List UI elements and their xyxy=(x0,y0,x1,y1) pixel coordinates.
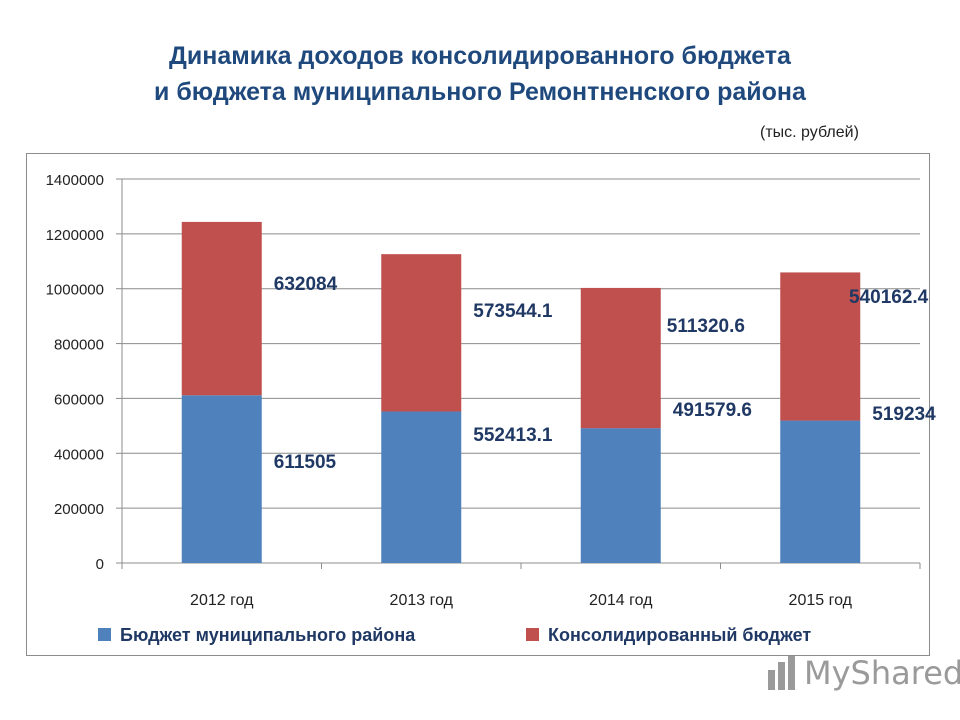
chart-frame xyxy=(26,153,930,656)
legend-swatch-consolidated xyxy=(526,628,539,641)
bar-municipal-1 xyxy=(381,411,462,563)
bar-consolidated-2 xyxy=(580,287,661,429)
data-label-consolidated-2: 511320.6 xyxy=(667,316,745,337)
data-label-municipal-3: 519234 xyxy=(872,404,936,425)
y-tick-label: 800000 xyxy=(54,337,104,354)
bar-municipal-2 xyxy=(580,428,661,563)
bar-consolidated-1 xyxy=(381,254,462,412)
data-label-municipal-2: 491579.6 xyxy=(673,400,752,421)
legend-label-municipal: Бюджет муниципального района xyxy=(120,625,416,645)
bar-consolidated-3 xyxy=(780,272,861,421)
legend-label-consolidated: Консолидированный бюджет xyxy=(548,625,811,645)
y-tick-label: 400000 xyxy=(54,446,104,463)
bar-municipal-0 xyxy=(181,395,262,563)
data-label-consolidated-1: 573544.1 xyxy=(473,301,553,322)
data-label-consolidated-3: 540162.4 xyxy=(849,287,929,308)
bar-municipal-3 xyxy=(780,420,861,563)
x-tick-label: 2015 год xyxy=(789,592,853,609)
watermark: MyShared xyxy=(768,654,960,692)
y-tick-label: 1400000 xyxy=(46,172,104,189)
title-line-2: и бюджета муниципального Ремонтненского … xyxy=(154,78,806,106)
bar-consolidated-0 xyxy=(181,221,262,396)
y-tick-label: 1000000 xyxy=(46,282,104,299)
units-label: (тыс. рублей) xyxy=(760,124,859,141)
data-label-municipal-0: 611505 xyxy=(274,452,337,473)
y-tick-label: 600000 xyxy=(54,391,104,408)
y-tick-label: 200000 xyxy=(54,501,104,518)
watermark-text: MyShared xyxy=(804,654,960,692)
title-line-1: Динамика доходов консолидированного бюдж… xyxy=(169,42,791,70)
x-tick-label: 2013 год xyxy=(390,592,454,609)
data-label-municipal-1: 552413.1 xyxy=(473,425,553,446)
x-tick-label: 2012 год xyxy=(190,592,254,609)
y-tick-label: 1200000 xyxy=(46,227,104,244)
y-tick-label: 0 xyxy=(96,556,104,573)
x-tick-label: 2014 год xyxy=(589,592,653,609)
watermark-chart-icon xyxy=(768,656,798,690)
legend-swatch-municipal xyxy=(98,628,111,641)
data-label-consolidated-0: 632084 xyxy=(274,274,338,295)
chart-title: Динамика доходов консолидированного бюдж… xyxy=(0,38,960,110)
